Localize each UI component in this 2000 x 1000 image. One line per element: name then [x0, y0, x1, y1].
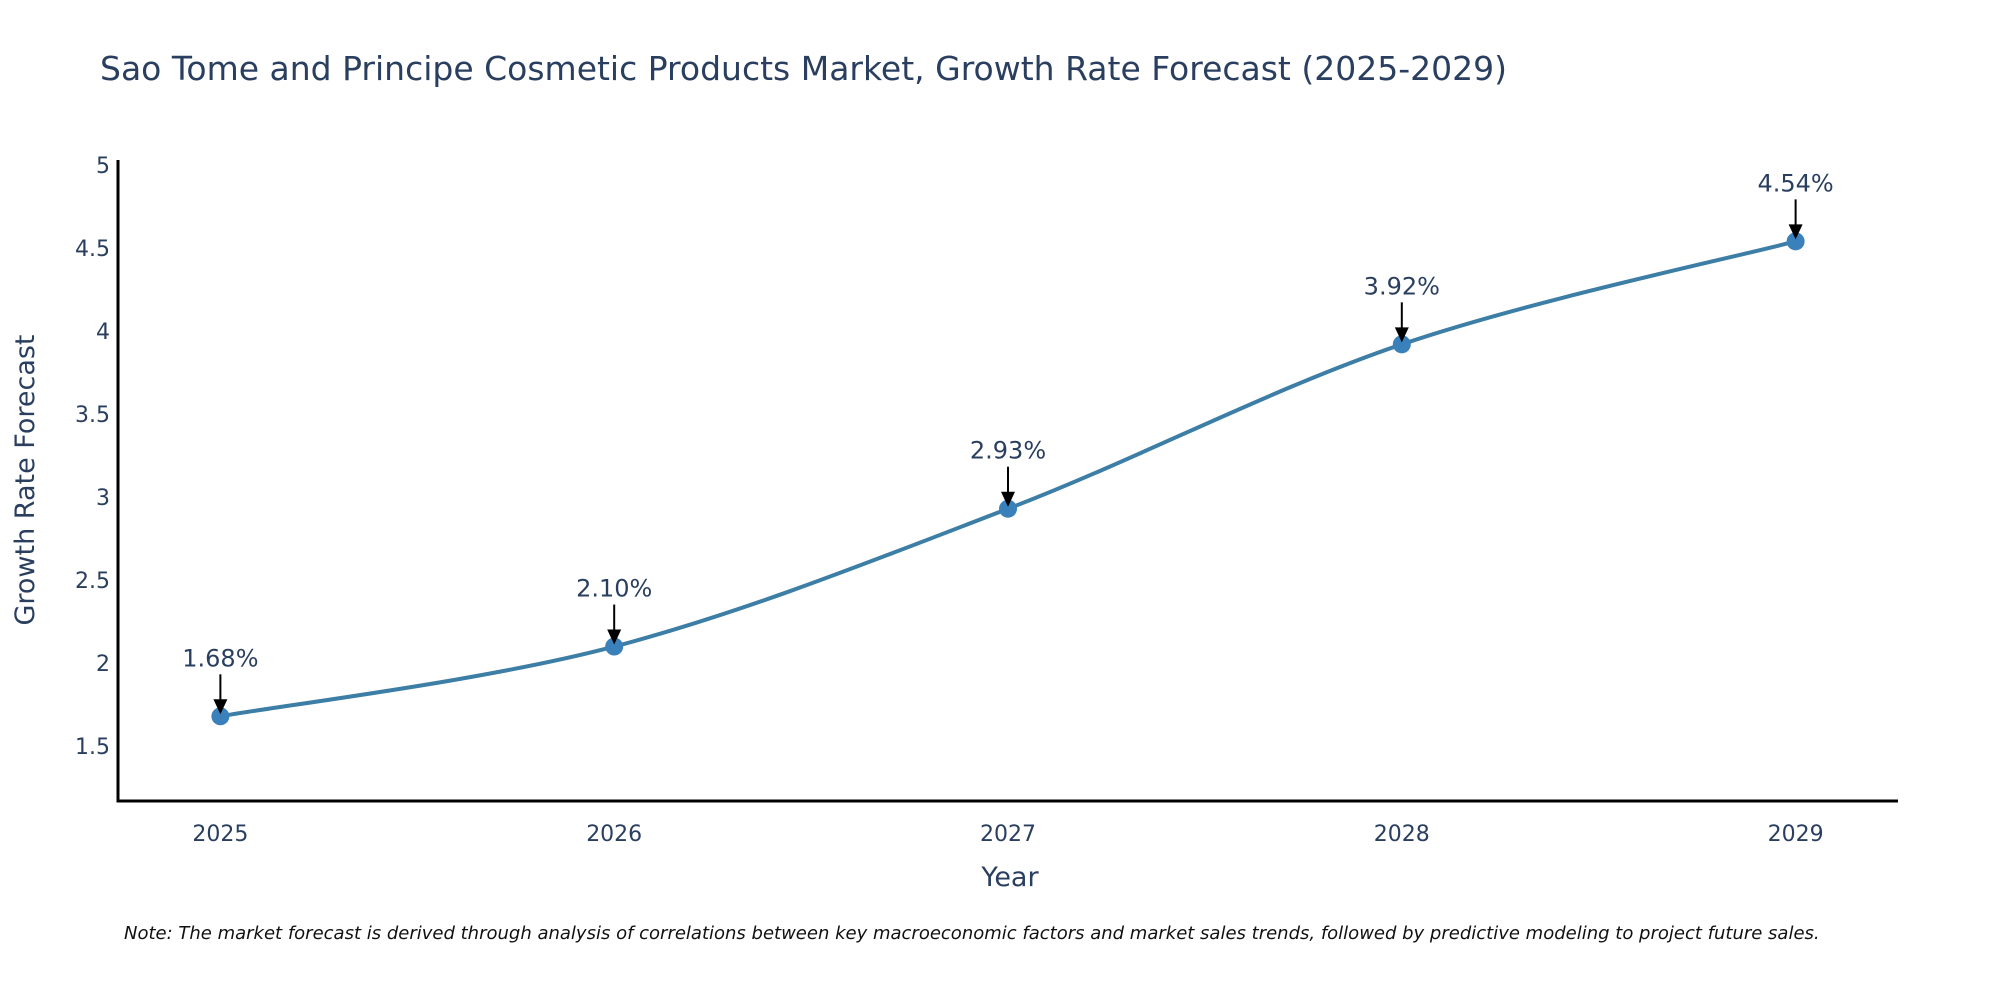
- annotation-arrow-head: [1001, 491, 1015, 507]
- annotation-arrow-head: [213, 699, 228, 715]
- data-annotations: 1.68% 2.10% 2.93% 3.92% 4.54%: [182, 169, 1834, 715]
- y-tick-label: 2: [96, 652, 110, 677]
- data-markers: [211, 232, 1805, 726]
- y-tick-label: 3.5: [75, 403, 110, 428]
- x-tick-label: 2025: [192, 822, 248, 847]
- x-tick-labels: 2025 2026 2027 2028 2029: [192, 822, 1823, 847]
- data-point: [999, 499, 1017, 518]
- data-point: [605, 637, 624, 656]
- data-annotation: 2.10%: [576, 575, 652, 645]
- y-tick-label: 1.5: [75, 735, 110, 760]
- data-point: [1392, 335, 1411, 354]
- annotation-label: 1.68%: [182, 644, 258, 672]
- data-point: [1786, 232, 1805, 251]
- annotation-label: 2.93%: [970, 437, 1046, 465]
- y-tick-label: 4.5: [75, 237, 110, 262]
- x-tick-label: 2028: [1374, 822, 1430, 847]
- x-axis-title: Year: [980, 862, 1039, 893]
- y-tick-label: 2.5: [75, 569, 110, 594]
- data-annotation: 1.68%: [182, 644, 259, 715]
- x-tick-label: 2029: [1768, 822, 1824, 847]
- annotation-label: 3.92%: [1364, 272, 1440, 300]
- annotation-label: 4.54%: [1757, 169, 1833, 197]
- y-tick-labels: 1.5 2 2.5 3 3.5 4 4.5 5: [75, 154, 110, 760]
- data-annotation: 3.92%: [1364, 272, 1440, 343]
- annotation-arrow-head: [607, 629, 622, 645]
- y-axis-title: Growth Rate Forecast: [10, 334, 41, 625]
- x-tick-label: 2027: [980, 822, 1036, 847]
- y-tick-label: 4: [96, 320, 110, 345]
- data-annotation: 4.54%: [1757, 169, 1834, 240]
- annotation-arrow-head: [1788, 224, 1803, 240]
- y-tick-label: 3: [96, 486, 110, 511]
- chart-title: Sao Tome and Principe Cosmetic Products …: [100, 49, 1507, 88]
- annotation-arrow-head: [1394, 327, 1409, 343]
- x-tick-label: 2026: [586, 822, 642, 847]
- footnote: Note: The market forecast is derived thr…: [124, 923, 1820, 944]
- data-point: [211, 707, 230, 726]
- y-tick-label: 5: [96, 154, 110, 179]
- annotation-label: 2.10%: [576, 575, 652, 603]
- data-annotation: 2.93%: [970, 437, 1046, 507]
